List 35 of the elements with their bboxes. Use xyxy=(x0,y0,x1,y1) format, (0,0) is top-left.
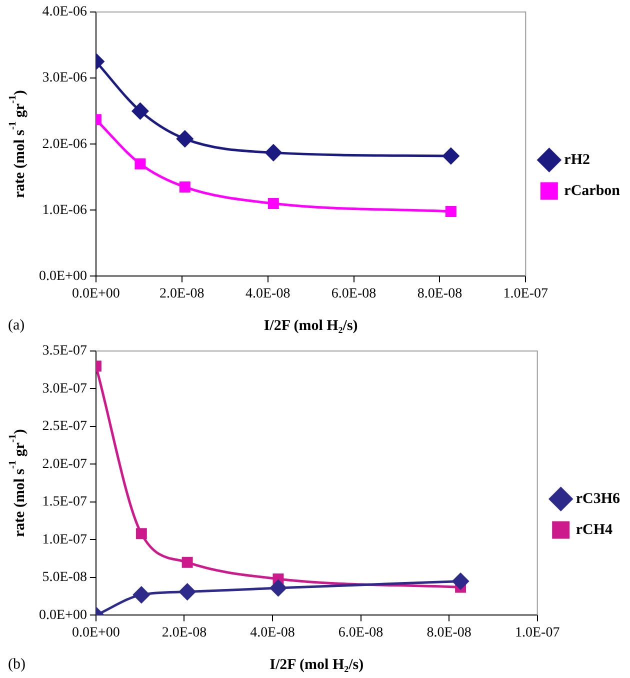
y-axis-title: rate (mol s-1 gr-1) xyxy=(8,90,28,198)
y-tick-label: 0.0E+00 xyxy=(38,608,87,623)
y-tick-label: 0.0E+00 xyxy=(38,268,87,284)
y-tick-label: 1.0E-06 xyxy=(42,202,87,218)
x-tick-label: 0.0E+00 xyxy=(72,286,120,302)
x-tick-label: 6.0E-08 xyxy=(331,286,376,302)
y-tick-label: 1.0E-07 xyxy=(42,532,87,548)
y-tick-label: 3.5E-07 xyxy=(42,344,87,359)
y-axis-title: rate (mol s-1 gr-1) xyxy=(8,429,28,538)
y-tick-label: 2.5E-07 xyxy=(42,419,87,434)
x-axis-title: I/2F (mol H₂/s) xyxy=(270,656,364,673)
x-tick-label: 8.0E-08 xyxy=(426,625,472,640)
x-tick-label: 6.0E-08 xyxy=(338,625,384,640)
x-tick-label: 2.0E-08 xyxy=(162,625,207,640)
x-tick-label: 2.0E-08 xyxy=(160,286,204,302)
x-tick-label: 4.0E-08 xyxy=(250,625,295,640)
text: (b) xyxy=(8,656,26,672)
y-tick-label: 2.0E-07 xyxy=(42,456,87,472)
y-tick-label: 4.0E-06 xyxy=(42,4,87,20)
y-tick-label: 2.0E-06 xyxy=(42,136,87,152)
y-tick-label: 3.0E-07 xyxy=(42,381,87,396)
y-tick-label: 5.0E-08 xyxy=(42,570,87,586)
x-axis-title: I/2F (mol H₂/s) xyxy=(264,318,358,334)
legend-label: rC3H6 xyxy=(576,490,620,507)
x-tick-label: 1.0E-07 xyxy=(514,625,560,640)
legend-label: rH2 xyxy=(564,152,590,168)
x-tick-label: 1.0E-07 xyxy=(503,286,548,302)
legend-label: rCH4 xyxy=(576,522,613,538)
text: (a) xyxy=(8,317,25,334)
y-tick-label: 1.5E-07 xyxy=(42,494,87,510)
x-tick-label: 8.0E-08 xyxy=(417,286,462,302)
y-tick-label: 3.0E-06 xyxy=(42,70,87,86)
x-tick-label: 0.0E+00 xyxy=(72,625,120,640)
legend-label: rCarbon xyxy=(564,182,621,199)
x-tick-label: 4.0E-08 xyxy=(245,286,290,302)
